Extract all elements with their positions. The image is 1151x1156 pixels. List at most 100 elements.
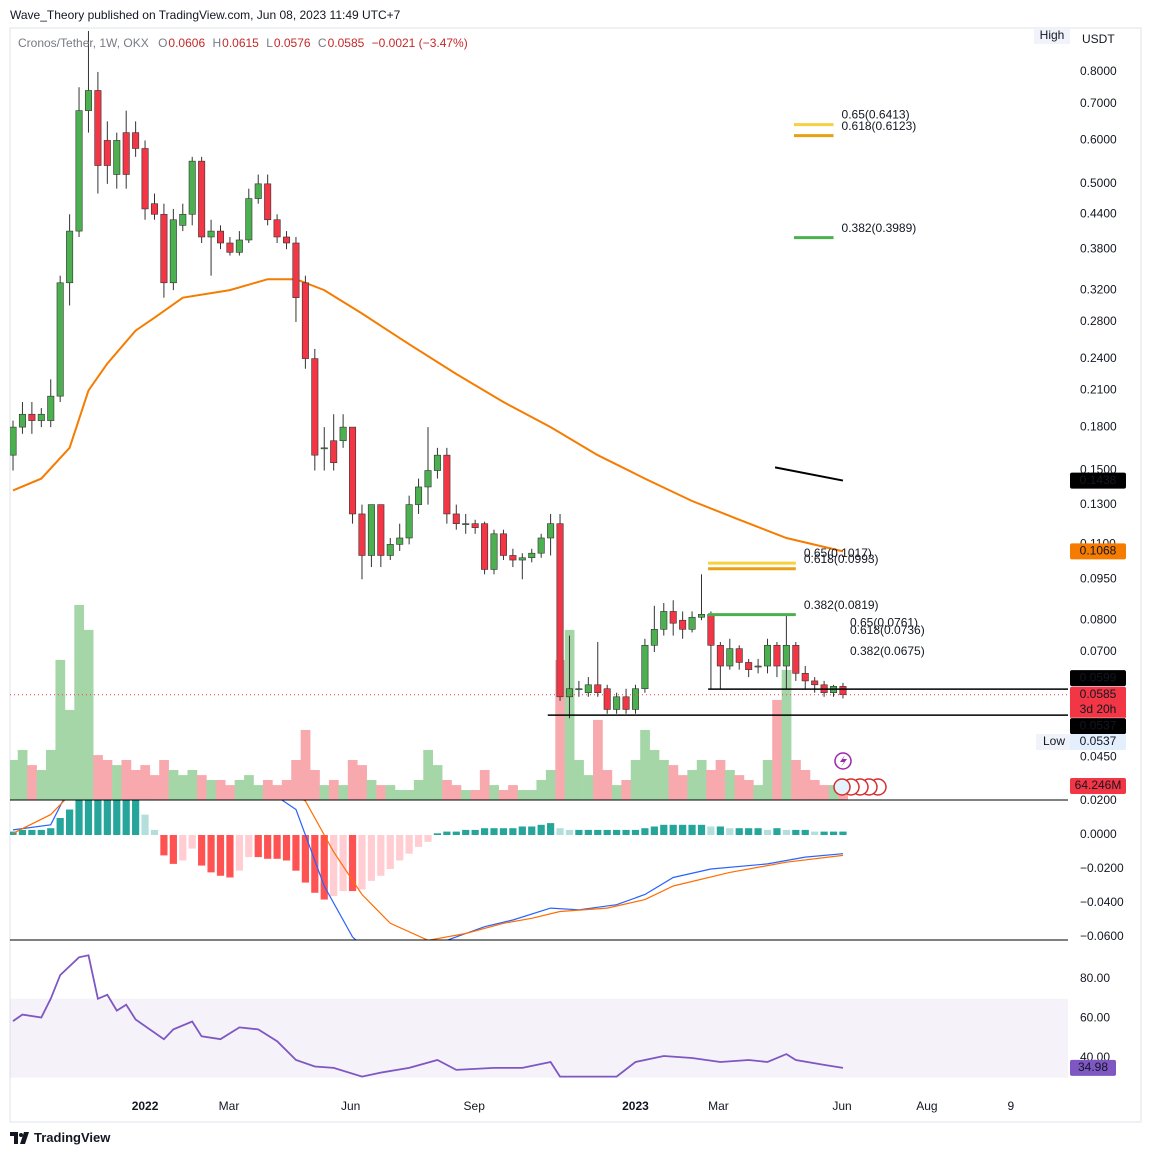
volume-bar	[479, 769, 490, 800]
macd-histogram-bar	[207, 835, 215, 873]
volume-value-box	[1070, 778, 1126, 794]
macd-histogram-bar	[707, 826, 715, 835]
macd-histogram-bar	[565, 829, 574, 835]
macd-histogram-bar	[509, 828, 517, 835]
macd-histogram-bar	[330, 835, 338, 897]
macd-histogram-bar	[782, 829, 790, 835]
y-tick-label: 0.0000	[1080, 827, 1117, 841]
macd-histogram-bar	[169, 835, 177, 864]
volume-bar	[366, 779, 377, 800]
rsi-band	[10, 998, 1068, 1078]
symbol-title: Cronos/Tether, 1W, OKX	[18, 36, 149, 50]
level-value-box	[1070, 670, 1126, 687]
legend-open: 0.0606	[168, 36, 206, 50]
candle-body	[56, 282, 64, 397]
logo-dot	[19, 1132, 23, 1137]
volume-bar	[602, 769, 613, 800]
volume-bar	[687, 769, 698, 800]
volume-bar	[357, 765, 367, 800]
y-tick-label: 0.7000	[1080, 96, 1117, 110]
macd-histogram-bar	[763, 829, 772, 835]
candle-body	[764, 645, 772, 667]
pane	[10, 31, 1068, 800]
macd-histogram-bar	[226, 835, 234, 878]
macd-histogram-bar	[301, 835, 309, 883]
volume-bar	[272, 785, 283, 800]
legend-high: 0.0615	[222, 36, 259, 50]
candle-body	[650, 629, 658, 646]
macd-histogram-bar	[594, 829, 602, 835]
currency-label: USDT	[1082, 32, 1115, 46]
rsi-line	[12, 954, 844, 1078]
macd-histogram-bar	[480, 828, 489, 835]
macd-histogram-bar	[141, 814, 149, 835]
level-value: 0.0537	[1080, 718, 1117, 732]
macd-histogram-bar	[839, 831, 847, 835]
x-tick-label: Mar	[708, 1099, 729, 1113]
candle-body	[792, 645, 800, 674]
macd-histogram-bar	[490, 828, 498, 835]
macd-histogram-bar	[745, 828, 753, 835]
volume-bar	[508, 785, 518, 800]
low-marker-box	[1036, 734, 1072, 750]
volume-bar	[668, 765, 679, 800]
candle-body	[490, 533, 498, 570]
x-tick-label: 2023	[622, 1099, 649, 1113]
macd-histogram-bar	[132, 800, 140, 835]
publish-info: Wave_Theory published on TradingView.com…	[10, 8, 401, 22]
high-marker-box	[1034, 28, 1070, 44]
volume-bar	[262, 779, 273, 800]
signal-line	[12, 800, 844, 940]
macd-histogram-bar	[471, 829, 479, 835]
macd-histogram-bar	[575, 829, 583, 835]
footer: TradingView	[10, 1130, 110, 1145]
macd-histogram-bar	[414, 835, 423, 847]
candle-body	[301, 282, 309, 359]
macd-histogram-bar	[829, 831, 838, 835]
candle-body	[377, 504, 385, 556]
macd-histogram-bar	[697, 824, 706, 835]
candle-body	[75, 110, 83, 232]
macd-histogram-bar	[735, 828, 743, 835]
legend-key: H	[212, 36, 222, 50]
volume-bar	[649, 749, 660, 800]
candle-body	[207, 230, 215, 238]
candle-body	[10, 426, 17, 456]
candle-body	[188, 160, 196, 215]
macd-histogram-bar	[499, 828, 508, 835]
volume-bar	[225, 785, 235, 800]
volume-bar	[677, 775, 688, 800]
event-icon	[840, 755, 847, 767]
candle-body	[424, 470, 432, 488]
candle-body	[565, 688, 573, 698]
volume-bar	[376, 785, 386, 800]
volume-bar	[498, 789, 509, 800]
candle-body	[179, 213, 187, 226]
legend-key: C	[317, 36, 327, 50]
macd-histogram-bar	[424, 835, 432, 842]
volume-bar	[621, 779, 632, 800]
candle-body	[452, 513, 460, 524]
volume-bar	[206, 779, 217, 800]
y-tick-label: 0.0800	[1080, 612, 1117, 626]
volume-bar	[451, 785, 462, 800]
fib-label: 0.382(0.3989)	[842, 221, 917, 235]
volume-bar	[291, 759, 301, 800]
macd-histogram-bar	[650, 826, 658, 835]
volume-bar	[244, 775, 254, 800]
y-tick-label: 0.1800	[1080, 419, 1117, 433]
macd-histogram-bar	[528, 826, 536, 835]
volume-bar	[64, 709, 75, 800]
candle-body	[669, 611, 677, 624]
candle-body	[745, 662, 753, 670]
last-price: 0.0585	[1080, 687, 1117, 701]
volume-bar	[809, 779, 820, 800]
rsi-value: 34.98	[1078, 1060, 1108, 1074]
candle-body	[603, 688, 611, 710]
candle-body	[198, 160, 206, 238]
volume-bar	[630, 759, 641, 800]
volume-bar	[527, 789, 537, 800]
macd-histogram-bar	[792, 829, 800, 835]
candle-body	[37, 413, 45, 421]
